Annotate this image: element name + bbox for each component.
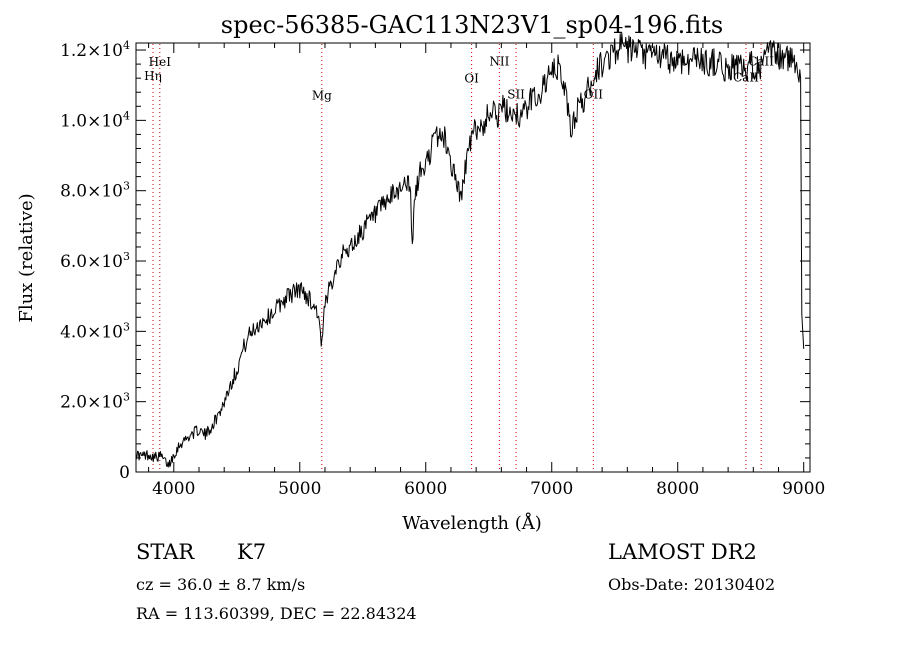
y-tick-label: 6.0×103 [60, 250, 130, 272]
y-tick-label: 1.0×104 [60, 109, 130, 131]
x-tick-label: 5000 [278, 479, 321, 499]
obs-date-text: Obs-Date: 20130402 [608, 575, 776, 594]
line-label: NII [489, 55, 509, 69]
line-label: SII [507, 88, 525, 102]
survey-label: LAMOST DR2 [608, 540, 757, 564]
y-tick-label: 8.0×103 [60, 180, 130, 202]
y-axis-label: Flux (relative) [16, 193, 37, 322]
line-label: HeI [149, 55, 172, 69]
line-label: Hη [144, 69, 162, 83]
x-tick-label: 9000 [782, 479, 825, 499]
y-tick-label: 4.0×103 [60, 320, 130, 342]
class-label: STAR [136, 540, 195, 564]
x-axis-ticks: 4000 5000 6000 7000 8000 9000 [148, 43, 825, 499]
redshift-text: cz = 36.0 ± 8.7 km/s [136, 575, 306, 594]
y-tick-label: 0 [119, 463, 130, 483]
x-tick-label: 6000 [404, 479, 447, 499]
line-label: OII [584, 88, 604, 102]
spectrum-line [135, 32, 805, 468]
x-tick-label: 4000 [152, 479, 195, 499]
coordinates-text: RA = 113.60399, DEC = 22.84324 [136, 604, 417, 623]
subclass-label: K7 [237, 540, 267, 564]
plot-frame [135, 42, 811, 473]
y-tick-label: 1.2×104 [60, 39, 130, 61]
emission-line-markers [152, 44, 762, 471]
y-axis-ticks: 0 2.0×103 4.0×103 6.0×103 8.0×103 1.0×104 1.2×… [60, 39, 810, 483]
line-label: OI [464, 71, 479, 85]
y-tick-label: 2.0×103 [60, 391, 130, 413]
x-axis-label: Wavelength (Å) [402, 512, 542, 534]
x-tick-label: 7000 [530, 479, 573, 499]
x-tick-label: 8000 [656, 479, 699, 499]
line-label: Mg [312, 88, 332, 102]
chart-title: spec-56385-GAC113N23V1_sp04-196.fits [221, 11, 723, 39]
